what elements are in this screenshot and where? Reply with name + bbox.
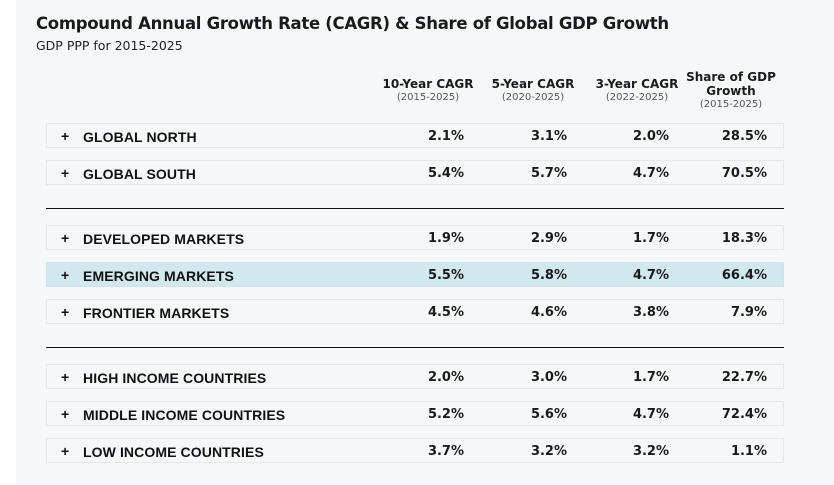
page-title: Compound Annual Growth Rate (CAGR) & Sha… <box>36 14 669 33</box>
cagr-10yr-value: 5.4% <box>427 166 464 181</box>
column-header-range: (2020-2025) <box>501 92 565 103</box>
gdp-share-value: 72.4% <box>721 407 767 422</box>
column-header-range: (2015-2025) <box>699 99 763 110</box>
page-subtitle: GDP PPP for 2015-2025 <box>36 38 183 53</box>
table-row[interactable]: + HIGH INCOME COUNTRIES 2.0% 3.0% 1.7% 22.7% <box>46 364 784 389</box>
cagr-5yr-value: 5.7% <box>530 166 567 181</box>
cagr-10yr-value: 2.1% <box>427 129 464 144</box>
table-row[interactable]: + FRONTIER MARKETS 4.5% 4.6% 3.8% 7.9% <box>46 299 784 324</box>
column-header-label: 3-Year CAGR <box>595 77 679 91</box>
expand-plus-icon[interactable]: + <box>61 267 70 283</box>
row-label: GLOBAL SOUTH <box>83 166 196 182</box>
cagr-5yr-value: 3.0% <box>530 370 567 385</box>
expand-plus-icon[interactable]: + <box>61 304 70 320</box>
gdp-share-value: 70.5% <box>721 166 767 181</box>
cagr-10yr-value: 4.5% <box>427 305 464 320</box>
cagr-5yr-value: 4.6% <box>530 305 567 320</box>
cagr-3yr-value: 4.7% <box>632 166 669 181</box>
cagr-panel: Compound Annual Growth Rate (CAGR) & Sha… <box>16 0 834 485</box>
cagr-3yr-value: 4.7% <box>632 407 669 422</box>
gdp-share-value: 18.3% <box>721 231 767 246</box>
cagr-10yr-value: 3.7% <box>427 444 464 459</box>
row-label: MIDDLE INCOME COUNTRIES <box>83 407 286 423</box>
column-header-3yr: 3-Year CAGR (2022-2025) <box>587 77 687 104</box>
cagr-5yr-value: 5.6% <box>530 407 567 422</box>
column-header-5yr: 5-Year CAGR (2020-2025) <box>483 77 583 104</box>
cagr-10yr-value: 5.5% <box>427 268 464 283</box>
column-header-range: (2022-2025) <box>605 92 669 103</box>
cagr-5yr-value: 2.9% <box>530 231 567 246</box>
expand-plus-icon[interactable]: + <box>61 406 70 422</box>
column-header-label-line1: Share of GDP <box>686 70 776 84</box>
column-header-label-line2: Growth <box>706 84 756 98</box>
gdp-share-value: 28.5% <box>721 129 767 144</box>
cagr-5yr-value: 5.8% <box>530 268 567 283</box>
expand-plus-icon[interactable]: + <box>61 443 70 459</box>
column-header-label: 10-Year CAGR <box>382 77 474 91</box>
expand-plus-icon[interactable]: + <box>61 128 70 144</box>
group-divider <box>46 347 784 348</box>
cagr-3yr-value: 2.0% <box>632 129 669 144</box>
cagr-10yr-value: 2.0% <box>427 370 464 385</box>
table-row[interactable]: + LOW INCOME COUNTRIES 3.7% 3.2% 3.2% 1.1% <box>46 438 784 463</box>
table-row[interactable]: + EMERGING MARKETS 5.5% 5.8% 4.7% 66.4% <box>46 262 784 287</box>
row-label: GLOBAL NORTH <box>83 129 197 145</box>
column-header-label: 5-Year CAGR <box>491 77 575 91</box>
gdp-share-value: 66.4% <box>721 268 767 283</box>
table-row[interactable]: + GLOBAL NORTH 2.1% 3.1% 2.0% 28.5% <box>46 123 784 148</box>
table-row[interactable]: + DEVELOPED MARKETS 1.9% 2.9% 1.7% 18.3% <box>46 225 784 250</box>
column-header-range: (2015-2025) <box>396 92 460 103</box>
cagr-5yr-value: 3.2% <box>530 444 567 459</box>
row-label: LOW INCOME COUNTRIES <box>83 444 264 460</box>
gdp-share-value: 22.7% <box>721 370 767 385</box>
table-row[interactable]: + MIDDLE INCOME COUNTRIES 5.2% 5.6% 4.7% 72.4… <box>46 401 784 426</box>
cagr-10yr-value: 1.9% <box>427 231 464 246</box>
group-divider <box>46 208 784 209</box>
expand-plus-icon[interactable]: + <box>61 369 70 385</box>
cagr-3yr-value: 4.7% <box>632 268 669 283</box>
column-header-10yr: 10-Year CAGR (2015-2025) <box>378 77 478 104</box>
row-label: HIGH INCOME COUNTRIES <box>83 370 267 386</box>
cagr-3yr-value: 3.8% <box>632 305 669 320</box>
expand-plus-icon[interactable]: + <box>61 230 70 246</box>
row-label: DEVELOPED MARKETS <box>83 231 245 247</box>
gdp-share-value: 1.1% <box>730 444 767 459</box>
cagr-3yr-value: 3.2% <box>632 444 669 459</box>
cagr-3yr-value: 1.7% <box>632 231 669 246</box>
expand-plus-icon[interactable]: + <box>61 165 70 181</box>
column-header-share: Share of GDP Growth (2015-2025) <box>681 70 781 111</box>
cagr-10yr-value: 5.2% <box>427 407 464 422</box>
cagr-5yr-value: 3.1% <box>530 129 567 144</box>
row-label: FRONTIER MARKETS <box>83 305 230 321</box>
table-row[interactable]: + GLOBAL SOUTH 5.4% 5.7% 4.7% 70.5% <box>46 160 784 185</box>
cagr-3yr-value: 1.7% <box>632 370 669 385</box>
row-label: EMERGING MARKETS <box>83 268 234 284</box>
gdp-share-value: 7.9% <box>730 305 767 320</box>
